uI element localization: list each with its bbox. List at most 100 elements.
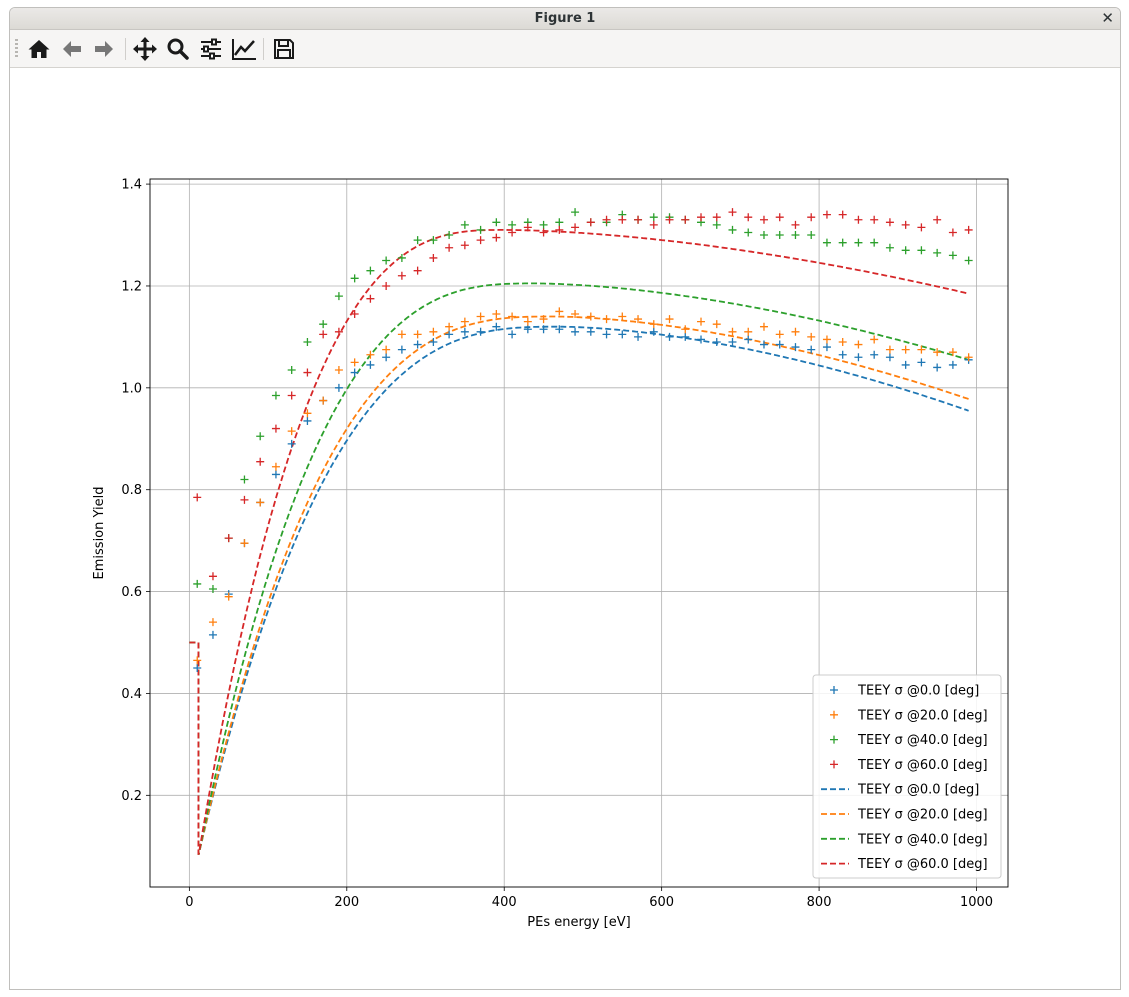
data-point (382, 353, 391, 362)
data-point (287, 366, 296, 375)
data-point (822, 335, 831, 344)
data-point (271, 391, 280, 400)
data-point (870, 350, 879, 359)
legend-marker (830, 686, 838, 694)
data-point (476, 236, 485, 245)
axes-frame (149, 178, 1009, 888)
data-point (870, 215, 879, 224)
data-point (775, 213, 784, 222)
data-point (885, 345, 894, 354)
data-point (822, 343, 831, 352)
data-point (854, 353, 863, 362)
data-point (429, 337, 438, 346)
data-point (476, 225, 485, 234)
data-point (822, 210, 831, 219)
legend-marker (830, 710, 838, 719)
data-point (728, 225, 737, 234)
x-tick-label: 0 (185, 895, 193, 910)
forward-icon[interactable] (90, 35, 118, 63)
title-bar[interactable]: Figure 1 ✕ (10, 8, 1120, 30)
data-point (319, 330, 328, 339)
data-point (523, 325, 532, 334)
data-point (413, 330, 422, 339)
data-point (287, 391, 296, 400)
toolbar-grip[interactable] (15, 39, 18, 57)
model-curve-line (189, 282, 969, 855)
data-point (681, 215, 690, 224)
window-title: Figure 1 (534, 11, 596, 26)
data-point (618, 215, 627, 224)
data-point (649, 320, 658, 329)
data-point (429, 253, 438, 262)
data-point (303, 337, 312, 346)
data-point (933, 348, 942, 357)
data-point (649, 213, 658, 222)
data-point (885, 353, 894, 362)
data-point (271, 470, 280, 479)
data-point (964, 353, 973, 362)
data-point (429, 327, 438, 336)
data-point (634, 315, 643, 324)
zoom-icon[interactable] (164, 35, 192, 63)
data-point (555, 325, 564, 334)
data-point (460, 317, 469, 326)
legend-label: TEEY σ @60.0 [deg] (857, 758, 988, 773)
data-point (256, 432, 265, 441)
data-point (712, 220, 721, 229)
y-tick-label: 1.2 (121, 279, 142, 294)
data-point (697, 317, 706, 326)
data-point (885, 243, 894, 252)
y-tick-label: 0.8 (121, 483, 142, 498)
figure-window: Figure 1 ✕ 0 200 400 600 800 10 (9, 7, 1121, 990)
data-point (193, 656, 202, 665)
data-point (334, 383, 343, 392)
figure-canvas[interactable]: 0 200 400 600 800 1000 0.2 0.4 0.6 0.8 1.0 1.2 1.4 PE… (10, 68, 1120, 989)
data-point (303, 409, 312, 418)
data-point (271, 424, 280, 433)
data-point (728, 208, 737, 217)
save-icon[interactable] (270, 35, 298, 63)
data-point (208, 618, 217, 627)
data-point (287, 427, 296, 436)
data-point (287, 439, 296, 448)
x-tick-label: 200 (334, 895, 359, 910)
data-point (917, 358, 926, 367)
model-curve-line (189, 228, 969, 855)
data-point (271, 462, 280, 471)
data-point (854, 215, 863, 224)
data-point (759, 340, 768, 349)
close-icon[interactable]: ✕ (1101, 9, 1114, 27)
data-point (838, 337, 847, 346)
data-point (382, 345, 391, 354)
legend-marker (830, 735, 838, 744)
data-point (838, 350, 847, 359)
data-point (334, 292, 343, 301)
data-point (571, 327, 580, 336)
pan-icon[interactable] (131, 35, 159, 63)
data-layer (189, 208, 973, 855)
data-point (208, 585, 217, 594)
data-point (854, 238, 863, 247)
data-point (382, 281, 391, 290)
data-point (917, 345, 926, 354)
data-point (948, 348, 957, 357)
data-point (508, 228, 517, 237)
data-point (665, 215, 674, 224)
data-point (208, 630, 217, 639)
data-point (634, 215, 643, 224)
back-icon[interactable] (58, 35, 86, 63)
data-point (618, 330, 627, 339)
chart: 0 200 400 600 800 1000 0.2 0.4 0.6 0.8 1.0 1.2 1.4 PE… (92, 178, 1009, 930)
x-tick-label: 800 (807, 895, 832, 910)
legend-box (812, 674, 1002, 879)
subplots-icon[interactable] (197, 35, 225, 63)
axes-edit-icon[interactable] (230, 35, 258, 63)
data-point (445, 322, 454, 331)
home-icon[interactable] (25, 35, 53, 63)
data-point (602, 330, 611, 339)
data-point (697, 335, 706, 344)
data-point (382, 256, 391, 265)
data-point (539, 220, 548, 229)
data-point (854, 340, 863, 349)
data-point (744, 327, 753, 336)
